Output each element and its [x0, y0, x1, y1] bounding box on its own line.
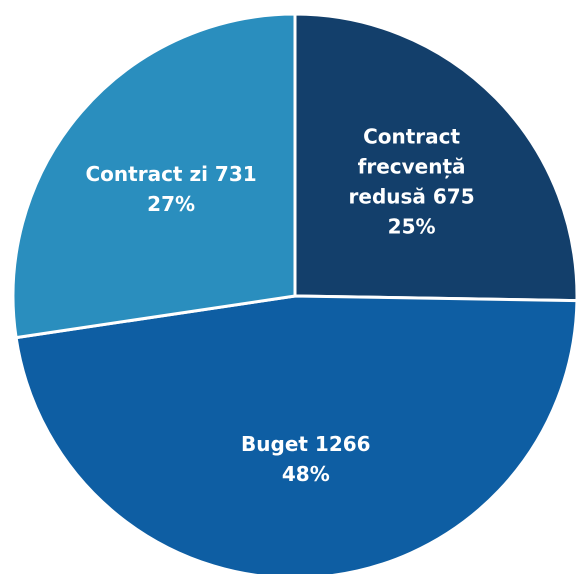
slice-label-line: Buget 1266 — [241, 432, 371, 456]
slice-label-line: frecvență — [358, 154, 466, 178]
slice-percent-label: 48% — [282, 462, 330, 486]
slice-percent-label: 25% — [388, 214, 436, 238]
slice-label-contract-frecventa-redusa-675: Contract frecvență redusă 675 25% — [349, 124, 475, 238]
slice-label-contract-zi-731: Contract zi 731 27% — [86, 162, 257, 216]
slice-label-buget-1266: Buget 1266 48% — [241, 432, 371, 486]
slice-label-line: Contract — [363, 124, 460, 148]
pie-slice-contract-frecventa-redusa-675 — [293, 12, 577, 303]
slice-label-line: redusă 675 — [349, 184, 475, 208]
pie-slice-contract-zi-731 — [11, 12, 297, 340]
slice-percent-label: 27% — [147, 192, 195, 216]
pie-slice-buget-1266 — [14, 294, 577, 574]
slice-label-line: Contract zi 731 — [86, 162, 257, 186]
